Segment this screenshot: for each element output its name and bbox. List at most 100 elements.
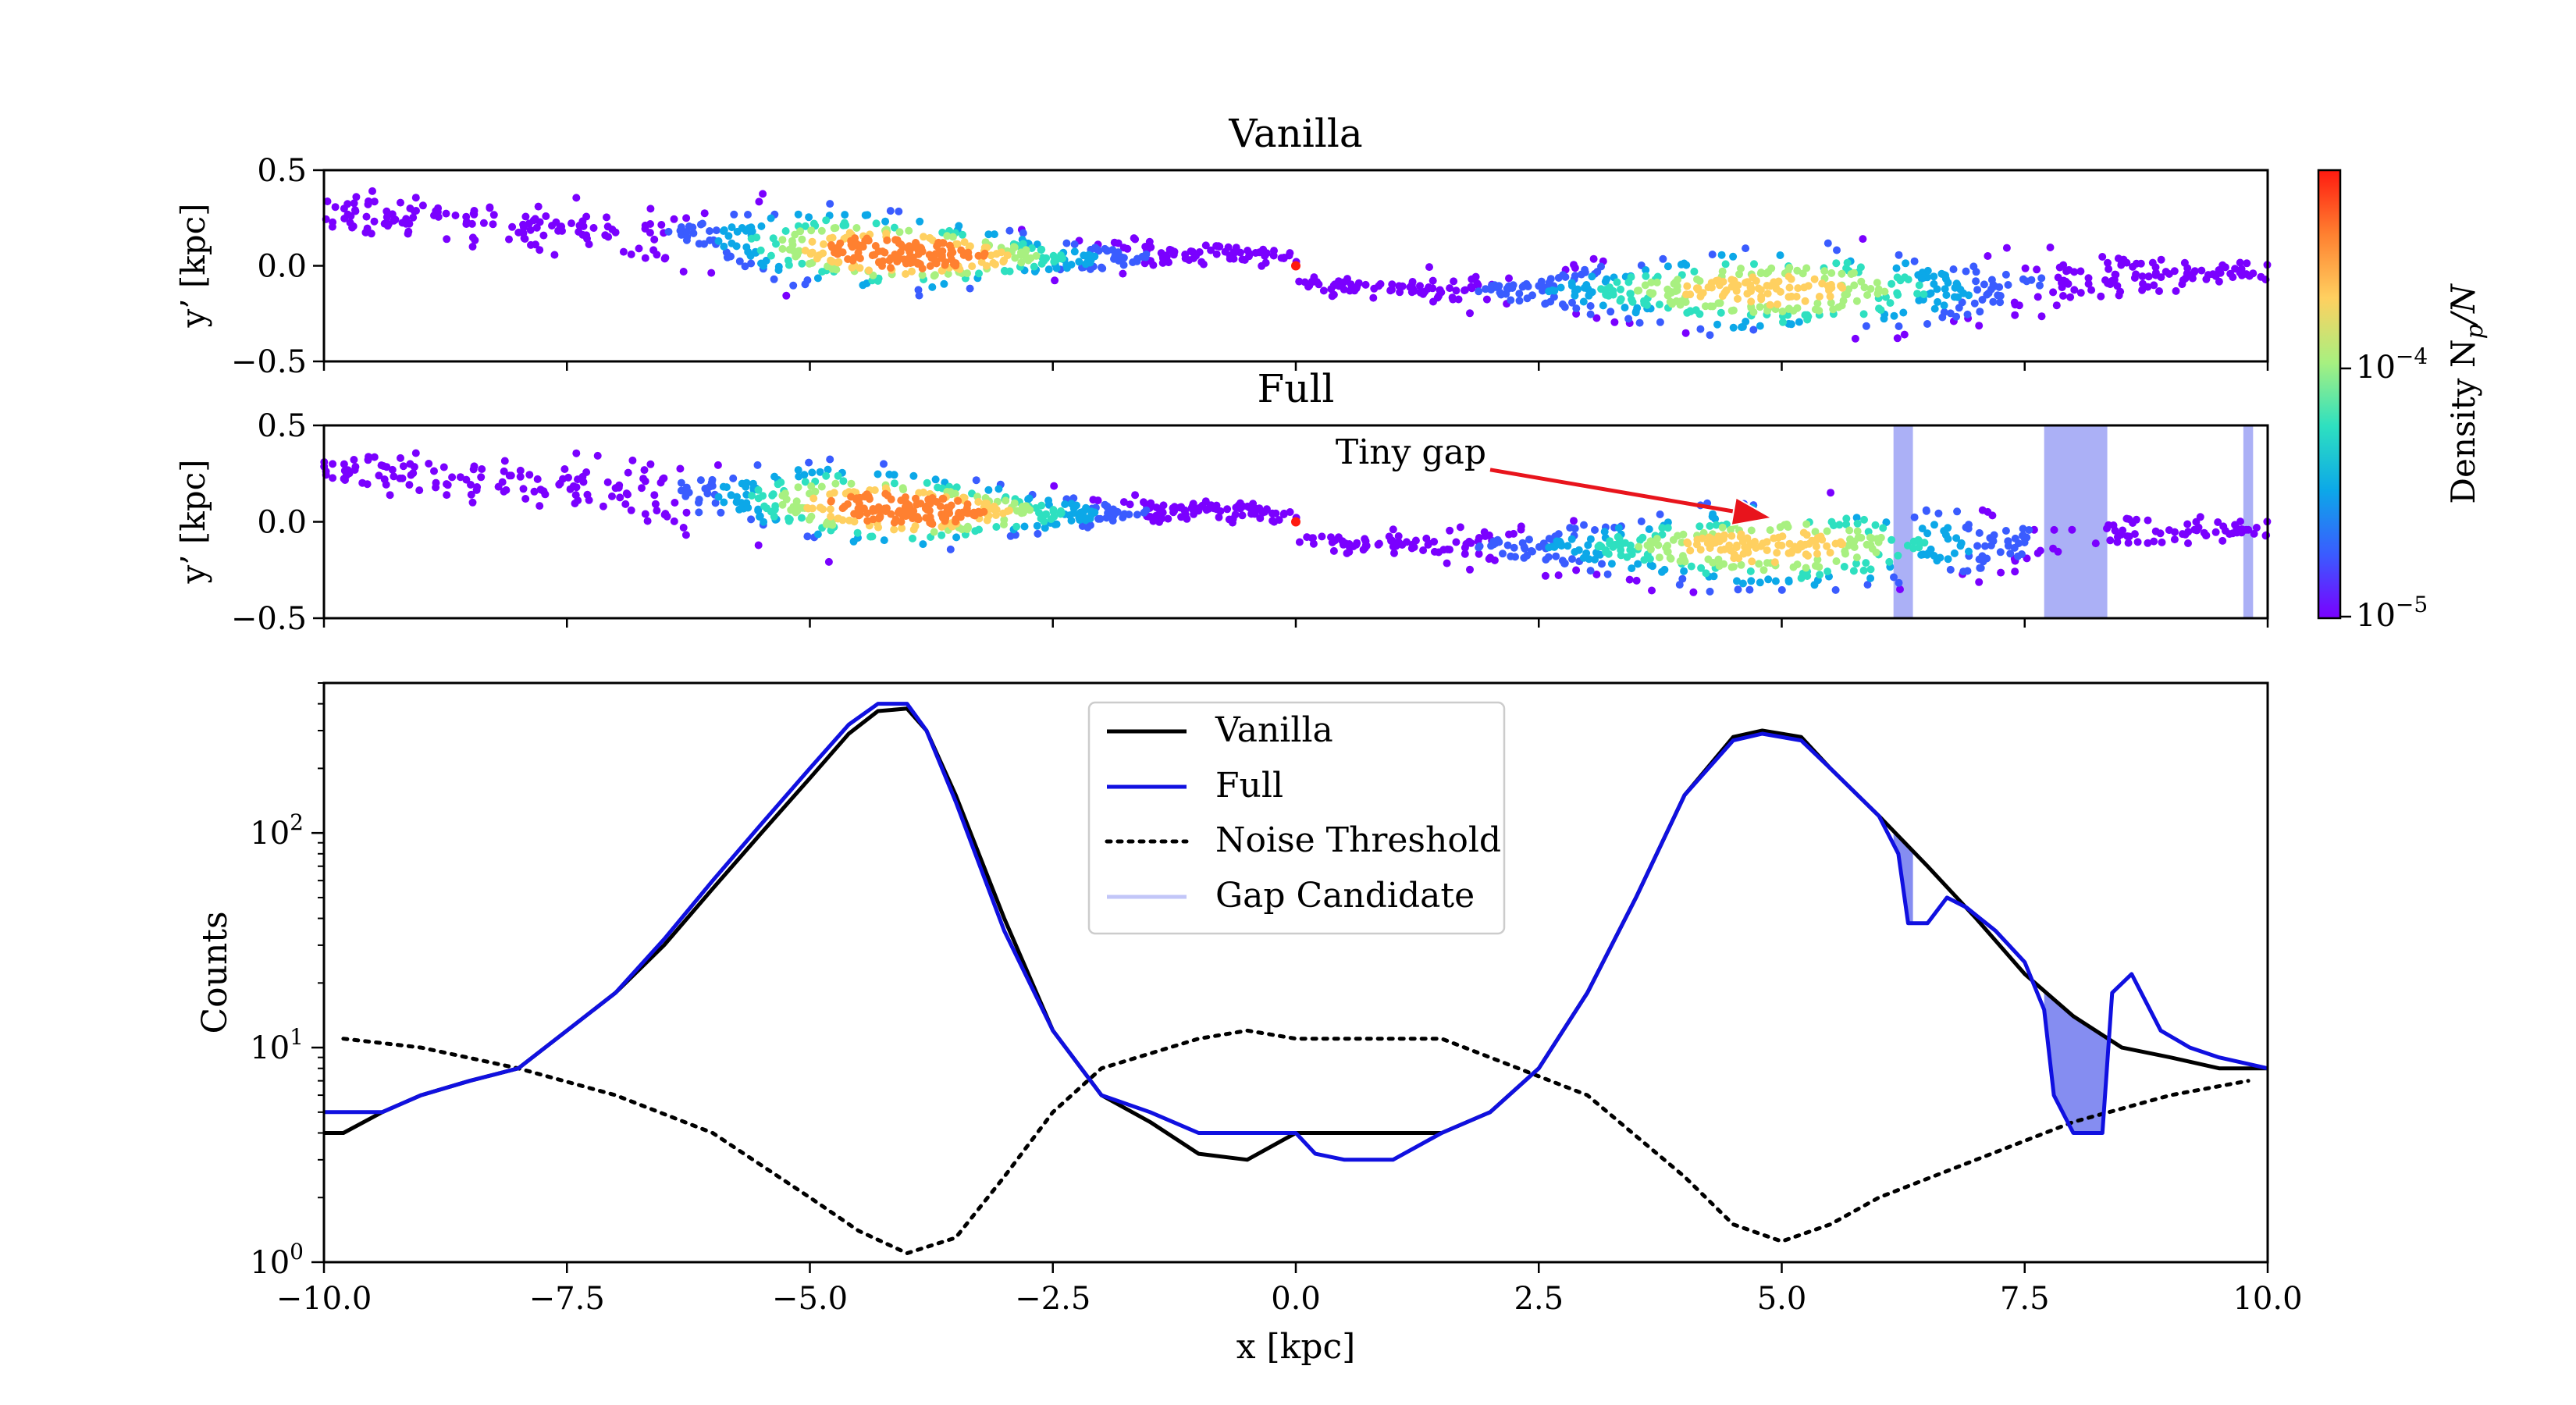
scatter-point xyxy=(1653,278,1661,286)
scatter-point xyxy=(505,235,513,244)
scatter-point xyxy=(346,219,354,227)
scatter-point xyxy=(1390,549,1398,557)
scatter-point xyxy=(2204,271,2212,279)
scatter-point xyxy=(601,231,610,240)
scatter-point xyxy=(1994,291,2002,300)
scatter-point xyxy=(822,216,831,225)
scatter-point xyxy=(2193,526,2201,535)
scatter-point xyxy=(1904,276,1912,284)
panel-counts-ylabel: Counts xyxy=(195,911,235,1033)
scatter-point xyxy=(1663,262,1672,271)
scatter-point xyxy=(827,256,835,265)
scatter-point xyxy=(1510,543,1518,552)
scatter-point xyxy=(1461,286,1469,294)
scatter-point xyxy=(850,254,859,262)
scatter-point xyxy=(753,233,761,242)
scatter-point xyxy=(1554,274,1563,282)
scatter-point xyxy=(859,243,867,251)
scatter-point xyxy=(2103,525,2111,532)
scatter-point xyxy=(744,211,752,219)
scatter-point xyxy=(1425,263,1433,272)
scatter-point xyxy=(323,197,332,205)
xtick-label: −2.5 xyxy=(1015,1281,1091,1317)
scatter-point xyxy=(2076,289,2085,297)
scatter-point xyxy=(908,267,916,276)
scatter-point xyxy=(2059,292,2067,300)
scatter-point xyxy=(1763,559,1771,567)
scatter-point xyxy=(1446,284,1454,293)
scatter-point xyxy=(2221,263,2229,272)
scatter-point xyxy=(519,485,528,493)
scatter-point xyxy=(679,268,688,276)
scatter-point xyxy=(1850,281,1859,290)
scatter-point xyxy=(1729,563,1738,571)
scatter-point xyxy=(646,205,655,213)
scatter-point xyxy=(1920,290,1928,298)
legend-label-gap: Gap Candidate xyxy=(1215,876,1475,916)
scatter-point xyxy=(1915,281,1923,290)
scatter-point xyxy=(572,449,581,457)
scatter-point xyxy=(1291,517,1300,527)
scatter-point xyxy=(952,533,961,542)
scatter-point xyxy=(890,525,898,534)
scatter-point xyxy=(1452,286,1461,295)
scatter-point xyxy=(1005,226,1014,235)
scatter-point xyxy=(2058,279,2065,287)
scatter-point xyxy=(899,486,908,494)
scatter-point xyxy=(657,221,666,229)
scatter-point xyxy=(795,472,803,481)
scatter-point xyxy=(1885,557,1894,566)
scatter-point xyxy=(1871,521,1880,529)
scatter-point xyxy=(1756,303,1764,311)
ytick-base: 10 xyxy=(250,816,290,852)
scatter-point xyxy=(352,193,361,201)
scatter-point xyxy=(880,460,888,468)
scatter-point xyxy=(883,236,891,244)
scatter-point xyxy=(741,262,749,271)
scatter-point xyxy=(1588,288,1596,297)
scatter-point xyxy=(2170,535,2179,544)
scatter-point xyxy=(813,530,822,539)
scatter-point xyxy=(974,498,983,506)
scatter-point xyxy=(1024,495,1033,503)
scatter-point xyxy=(1626,541,1635,550)
scatter-point xyxy=(849,243,856,251)
scatter-point xyxy=(402,215,411,223)
scatter-point xyxy=(1853,519,1862,528)
scatter-point xyxy=(2036,546,2044,555)
scatter-point xyxy=(834,243,842,251)
scatter-point xyxy=(1599,301,1607,310)
scatter-point xyxy=(478,465,486,473)
svg-text:10−4: 10−4 xyxy=(2356,343,2428,386)
scatter-point xyxy=(582,231,591,240)
scatter-point xyxy=(456,473,464,482)
scatter-point xyxy=(1541,571,1550,580)
scatter-point xyxy=(742,243,751,251)
panel-vanilla: Vanilla 0.5 0.0 −0.5 y’ [kpc] xyxy=(174,111,2272,380)
scatter-point xyxy=(1838,269,1846,278)
scatter-point xyxy=(801,222,809,230)
scatter-point xyxy=(808,237,817,246)
scatter-point xyxy=(2091,539,2100,548)
scatter-point xyxy=(895,207,903,215)
scatter-point xyxy=(2113,282,2122,290)
scatter-point xyxy=(682,508,691,517)
scatter-point xyxy=(1609,286,1617,295)
scatter-point xyxy=(756,246,765,254)
scatter-point xyxy=(498,478,507,486)
scatter-point xyxy=(712,226,720,235)
scatter-point xyxy=(1656,318,1664,326)
scatter-point xyxy=(1070,240,1079,248)
scatter-point xyxy=(2004,281,2012,289)
scatter-point xyxy=(2006,550,2015,558)
scatter-point xyxy=(984,230,993,239)
scatter-point xyxy=(1133,510,1141,519)
scatter-point xyxy=(1988,511,1997,520)
scatter-point xyxy=(774,480,782,489)
scatter-point xyxy=(364,456,372,464)
scatter-point xyxy=(911,522,920,530)
scatter-point xyxy=(1734,585,1742,594)
scatter-point xyxy=(486,204,494,212)
legend-item-full: Full xyxy=(1107,766,1283,806)
scatter-point xyxy=(2133,538,2142,546)
